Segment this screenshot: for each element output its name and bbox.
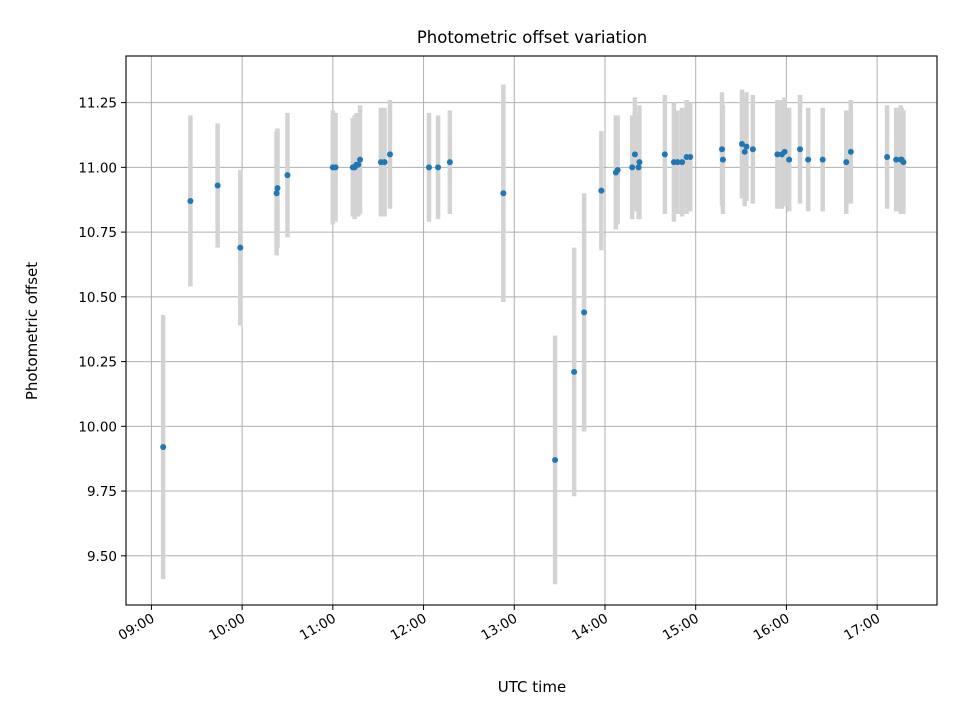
data-point <box>629 164 636 171</box>
data-point <box>774 151 781 158</box>
y-tick-label: 10.50 <box>78 290 117 306</box>
y-tick-label: 11.25 <box>78 96 117 112</box>
x-tick-label: 10:00 <box>206 611 248 644</box>
data-point <box>332 164 339 171</box>
data-point <box>357 156 364 163</box>
data-point <box>797 146 804 153</box>
x-tick-label: 11:00 <box>297 611 339 644</box>
data-point <box>571 368 578 375</box>
y-tick-label: 10.00 <box>78 419 117 435</box>
error-bars <box>160 84 906 585</box>
data-point <box>160 444 167 451</box>
data-point <box>884 153 891 160</box>
data-point <box>805 156 812 163</box>
y-tick-label: 10.75 <box>78 225 117 241</box>
x-tick-label: 15:00 <box>660 611 702 644</box>
grid-lines <box>126 56 937 605</box>
data-point <box>386 151 393 158</box>
data-points <box>160 141 907 463</box>
data-point <box>446 159 453 166</box>
data-point <box>237 244 244 251</box>
data-point <box>741 148 748 155</box>
data-point <box>679 159 686 166</box>
data-point <box>552 456 559 463</box>
data-point <box>187 198 194 205</box>
data-point <box>719 146 726 153</box>
x-tick-label: 14:00 <box>569 611 611 644</box>
data-point <box>738 141 745 148</box>
y-axis-label: Photometric offset <box>23 262 41 400</box>
data-point <box>674 159 681 166</box>
x-tick-label: 16:00 <box>751 611 793 644</box>
data-point <box>743 143 750 150</box>
x-tick-label: 13:00 <box>479 611 521 644</box>
data-point <box>900 159 907 166</box>
data-point <box>598 187 605 194</box>
data-point <box>355 161 362 168</box>
data-point <box>819 156 826 163</box>
data-point <box>273 190 280 197</box>
y-axis-ticks: 9.50 9.75 10.00 10.25 10.50 10.75 11.00 11.25 <box>78 96 126 565</box>
chart-title: Photometric offset variation <box>417 28 647 47</box>
x-tick-label: 12:00 <box>388 611 430 644</box>
data-point <box>687 153 694 160</box>
data-point <box>500 190 507 197</box>
data-point <box>719 156 726 163</box>
data-point <box>435 164 442 171</box>
data-point <box>214 182 221 189</box>
x-tick-label: 09:00 <box>116 611 158 644</box>
data-point <box>781 148 788 155</box>
data-point <box>636 159 643 166</box>
data-point <box>425 164 432 171</box>
data-point <box>381 159 388 166</box>
y-tick-label: 9.75 <box>87 484 117 500</box>
data-point <box>631 151 638 158</box>
y-tick-label: 10.25 <box>78 355 117 371</box>
data-point <box>614 166 621 173</box>
data-point <box>786 156 793 163</box>
data-point <box>661 151 668 158</box>
data-point <box>274 185 281 192</box>
x-axis-ticks: 09:00 10:00 11:00 12:00 13:00 14:00 15:00 16:00… <box>116 605 883 644</box>
x-tick-label: 17:00 <box>841 611 883 644</box>
data-point <box>847 148 854 155</box>
data-point <box>284 172 291 179</box>
data-point <box>843 159 850 166</box>
plot-frame <box>125 55 938 606</box>
data-point <box>581 309 588 316</box>
data-point <box>749 146 756 153</box>
data-point <box>893 156 900 163</box>
y-tick-label: 11.00 <box>78 160 117 176</box>
y-tick-label: 9.50 <box>87 549 117 565</box>
data-point <box>635 164 642 171</box>
x-axis-label: UTC time <box>498 678 566 696</box>
